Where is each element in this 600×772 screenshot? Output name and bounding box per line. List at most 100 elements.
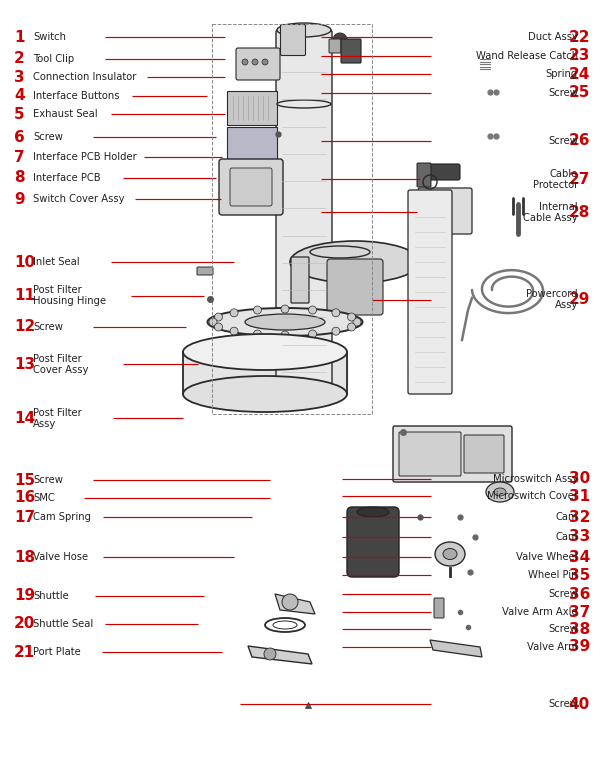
Text: Port Plate: Port Plate xyxy=(33,648,81,657)
Text: Connection Insulator: Connection Insulator xyxy=(33,73,136,82)
FancyBboxPatch shape xyxy=(230,168,272,206)
Text: 14: 14 xyxy=(14,411,35,426)
Text: Shuttle: Shuttle xyxy=(33,591,69,601)
Text: 6: 6 xyxy=(14,130,25,145)
FancyBboxPatch shape xyxy=(399,432,461,476)
Text: 12: 12 xyxy=(14,319,35,334)
Text: Screw: Screw xyxy=(548,590,578,599)
Text: Cam Spring: Cam Spring xyxy=(33,513,91,522)
Text: Valve Wheel: Valve Wheel xyxy=(517,553,578,562)
Text: Microswitch Assy: Microswitch Assy xyxy=(493,474,578,483)
FancyBboxPatch shape xyxy=(417,163,431,187)
Ellipse shape xyxy=(290,241,420,283)
Circle shape xyxy=(253,330,262,338)
Ellipse shape xyxy=(183,334,347,370)
Text: Switch Cover Assy: Switch Cover Assy xyxy=(33,195,125,204)
FancyBboxPatch shape xyxy=(347,507,399,577)
Text: Cable
Protector: Cable Protector xyxy=(533,168,578,190)
Text: 32: 32 xyxy=(569,510,590,525)
Text: Spring: Spring xyxy=(546,69,578,79)
Text: 5: 5 xyxy=(14,107,25,122)
Text: Valve Arm Axle: Valve Arm Axle xyxy=(502,608,578,617)
Text: Post Filter
Cover Assy: Post Filter Cover Assy xyxy=(33,354,88,375)
Circle shape xyxy=(214,313,223,321)
FancyBboxPatch shape xyxy=(197,267,213,275)
Text: 22: 22 xyxy=(569,29,590,45)
Text: Screw: Screw xyxy=(548,699,578,709)
Text: 10: 10 xyxy=(14,255,35,270)
Ellipse shape xyxy=(435,542,465,566)
Text: Microswitch Cover: Microswitch Cover xyxy=(487,492,578,501)
Text: Valve Hose: Valve Hose xyxy=(33,553,88,562)
Text: SMC: SMC xyxy=(33,493,55,503)
Text: Internal
Cable Assy: Internal Cable Assy xyxy=(523,201,578,223)
Text: 4: 4 xyxy=(14,88,25,103)
Circle shape xyxy=(353,318,361,326)
Text: Screw: Screw xyxy=(33,133,63,142)
Text: Tool Clip: Tool Clip xyxy=(33,54,74,63)
Ellipse shape xyxy=(486,482,514,502)
Text: 20: 20 xyxy=(14,616,35,631)
Ellipse shape xyxy=(443,548,457,560)
Text: Screw: Screw xyxy=(33,476,63,485)
Text: Switch: Switch xyxy=(33,32,66,42)
Circle shape xyxy=(281,305,289,313)
Circle shape xyxy=(262,59,268,65)
Text: 16: 16 xyxy=(14,490,35,506)
Text: 13: 13 xyxy=(14,357,35,372)
Text: Post Filter
Assy: Post Filter Assy xyxy=(33,408,82,429)
Text: 8: 8 xyxy=(14,170,25,185)
Circle shape xyxy=(332,327,340,335)
FancyBboxPatch shape xyxy=(428,164,460,180)
FancyBboxPatch shape xyxy=(418,188,472,234)
FancyBboxPatch shape xyxy=(393,426,512,482)
Text: 1: 1 xyxy=(14,29,25,45)
Text: Shuttle Seal: Shuttle Seal xyxy=(33,619,93,628)
FancyBboxPatch shape xyxy=(341,39,361,63)
FancyBboxPatch shape xyxy=(227,91,277,125)
Text: 18: 18 xyxy=(14,550,35,565)
Text: 11: 11 xyxy=(14,288,35,303)
Text: 24: 24 xyxy=(569,66,590,82)
FancyBboxPatch shape xyxy=(291,257,309,303)
Polygon shape xyxy=(248,646,312,664)
Circle shape xyxy=(253,306,262,314)
Text: Screw: Screw xyxy=(548,625,578,634)
Circle shape xyxy=(230,309,238,317)
Circle shape xyxy=(230,327,238,335)
Circle shape xyxy=(252,59,258,65)
Text: 33: 33 xyxy=(569,529,590,544)
Text: 27: 27 xyxy=(569,171,590,187)
Text: 31: 31 xyxy=(569,489,590,504)
Text: 35: 35 xyxy=(569,567,590,583)
Text: 29: 29 xyxy=(569,292,590,307)
Ellipse shape xyxy=(208,308,362,336)
FancyBboxPatch shape xyxy=(329,39,341,53)
Circle shape xyxy=(281,331,289,339)
Text: 3: 3 xyxy=(14,69,25,85)
Circle shape xyxy=(347,313,356,321)
Ellipse shape xyxy=(494,488,506,496)
FancyBboxPatch shape xyxy=(236,48,280,80)
Circle shape xyxy=(347,323,356,331)
Text: 15: 15 xyxy=(14,472,35,488)
FancyBboxPatch shape xyxy=(464,435,504,473)
Text: Cam: Cam xyxy=(556,532,578,541)
Text: 34: 34 xyxy=(569,550,590,565)
Polygon shape xyxy=(275,594,315,614)
Text: Valve Arm: Valve Arm xyxy=(527,642,578,652)
Circle shape xyxy=(308,330,317,338)
Text: 40: 40 xyxy=(569,696,590,712)
Text: Inlet Seal: Inlet Seal xyxy=(33,258,80,267)
Circle shape xyxy=(214,323,223,331)
Circle shape xyxy=(282,594,298,610)
Text: Duct Assy: Duct Assy xyxy=(528,32,578,42)
Text: Wand Release Catch: Wand Release Catch xyxy=(476,51,578,60)
Text: Interface PCB: Interface PCB xyxy=(33,173,101,182)
Text: 39: 39 xyxy=(569,639,590,655)
FancyBboxPatch shape xyxy=(434,598,444,618)
Text: Powercord
Assy: Powercord Assy xyxy=(526,289,578,310)
Text: 38: 38 xyxy=(569,621,590,637)
Circle shape xyxy=(308,306,317,314)
Polygon shape xyxy=(430,640,482,657)
